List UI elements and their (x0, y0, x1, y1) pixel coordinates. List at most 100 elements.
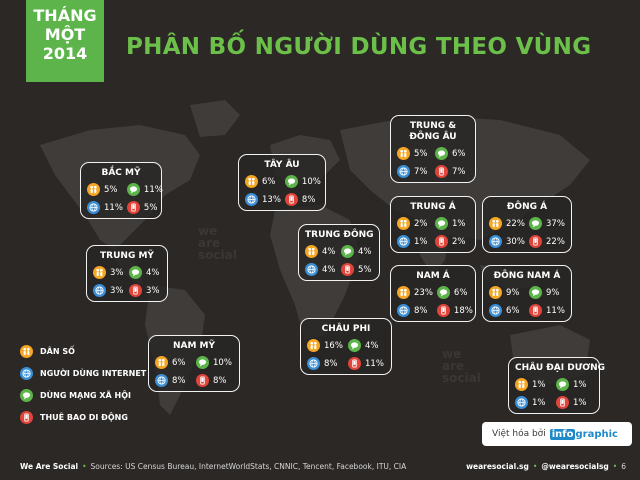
page-number: 6 (621, 461, 626, 471)
stat-mobile: 8% (284, 193, 321, 206)
speech-bubble-icon (196, 356, 209, 369)
stat-mobile: 8% (196, 374, 233, 387)
stat-value: 4% (146, 267, 160, 278)
people-icon (489, 286, 502, 299)
stat-population: 1% (515, 378, 552, 391)
stat-internet: 30% (489, 235, 525, 248)
stat-value: 10% (301, 176, 321, 187)
people-icon (397, 147, 410, 160)
people-icon (20, 345, 33, 358)
legend-item-population: DÂN SỐ (20, 345, 146, 358)
stat-social: 4% (348, 339, 385, 352)
stat-social: 6% (436, 286, 473, 299)
stat-mobile: 1% (556, 396, 593, 409)
stat-social: 9% (529, 286, 565, 299)
stat-value: 4% (322, 264, 336, 275)
region-central-asia: TRUNG Á 2% 1% 1% 2% (390, 196, 476, 253)
stat-population: 16% (307, 339, 344, 352)
stat-value: 1% (573, 397, 587, 408)
speech-bubble-icon (20, 389, 33, 402)
stat-population: 23% (397, 286, 433, 299)
stat-population: 5% (87, 183, 123, 196)
stat-value: 6% (453, 287, 468, 298)
people-icon (245, 175, 258, 188)
brand-name: We Are Social (20, 461, 79, 471)
mobile-phone-icon (436, 304, 450, 317)
speech-bubble-icon (435, 147, 448, 160)
region-name: TRUNG ĐÔNG (305, 230, 374, 240)
credit-text: Việt hóa bởi (492, 429, 546, 439)
stat-internet: 8% (307, 357, 344, 370)
legend-item-internet: NGƯỜI DÙNG INTERNET (20, 367, 146, 380)
stat-internet: 1% (397, 235, 431, 248)
globe-icon (397, 165, 410, 178)
stat-value: 11% (104, 202, 123, 213)
people-icon (155, 356, 168, 369)
stat-internet: 8% (155, 374, 192, 387)
legend-label: THUÊ BAO DI ĐỘNG (40, 413, 128, 422)
region-central-america: TRUNG MỸ 3% 4% 3% 3% (86, 245, 168, 302)
globe-icon (20, 367, 33, 380)
region-name: NAM Á (416, 271, 450, 281)
people-icon (307, 339, 320, 352)
globe-icon (397, 235, 410, 248)
stat-social: 37% (529, 217, 565, 230)
stat-value: 4% (358, 246, 372, 257)
globe-icon (87, 201, 100, 214)
mobile-phone-icon (196, 374, 209, 387)
stat-value: 10% (213, 357, 232, 368)
mobile-phone-icon (435, 165, 448, 178)
date-badge: THÁNG MỘT 2014 (26, 0, 104, 82)
stat-population: 6% (245, 175, 281, 188)
stat-value: 8% (213, 375, 227, 386)
stat-internet: 1% (515, 396, 552, 409)
mobile-phone-icon (284, 193, 298, 206)
stat-value: 23% (414, 287, 433, 298)
stat-value: 22% (506, 218, 525, 229)
stat-value: 30% (506, 236, 525, 247)
mobile-phone-icon (129, 284, 142, 297)
stat-value: 9% (546, 287, 560, 298)
badge-month-label: THÁNG (33, 6, 97, 25)
region-western-europe: TÂY ÂU 6% 10% 13% 8% (238, 154, 326, 211)
stat-value: 5% (358, 264, 372, 275)
speech-bubble-icon (529, 286, 542, 299)
stat-value: 11% (143, 184, 163, 195)
region-north-america: BẮC MỸ 5% 11% 11% 5% (80, 162, 163, 219)
social-handle[interactable]: @wearesocialsg (541, 461, 609, 471)
stat-value: 5% (143, 202, 158, 213)
region-name: ĐÔNG NAM Á (493, 271, 561, 281)
stat-value: 3% (110, 285, 124, 296)
globe-icon (397, 304, 410, 317)
stat-value: 9% (506, 287, 520, 298)
speech-bubble-icon (529, 217, 542, 230)
stat-internet: 8% (397, 304, 433, 317)
region-name: TÂY ÂU (264, 160, 300, 170)
legend-label: DÙNG MẠNG XÃ HỘI (40, 391, 131, 400)
stat-mobile: 2% (435, 235, 469, 248)
stat-value: 5% (414, 148, 428, 159)
stat-value: 8% (301, 194, 316, 205)
stat-social: 6% (435, 147, 469, 160)
speech-bubble-icon (341, 245, 354, 258)
globe-icon (307, 357, 320, 370)
region-east-asia: ĐÔNG Á 22% 37% 30% 22% (482, 196, 572, 253)
stat-social: 11% (126, 183, 163, 196)
stat-value: 6% (506, 305, 520, 316)
mobile-phone-icon (529, 235, 542, 248)
stat-value: 11% (365, 358, 384, 369)
stat-internet: 3% (93, 284, 125, 297)
speech-bubble-icon (129, 266, 142, 279)
stat-value: 1% (452, 218, 466, 229)
stat-value: 1% (532, 379, 546, 390)
stat-value: 1% (532, 397, 546, 408)
globe-icon (489, 304, 502, 317)
stat-social: 1% (435, 217, 469, 230)
globe-icon (305, 263, 318, 276)
site-link[interactable]: wearesocial.sg (466, 461, 529, 471)
footer-left: We Are Social • Sources: US Census Bureau,… (20, 461, 407, 471)
footer-right: wearesocial.sg • @wearesocialsg • 6 (466, 461, 626, 471)
stat-value: 7% (414, 166, 428, 177)
stat-value: 1% (573, 379, 587, 390)
stat-value: 6% (262, 176, 276, 187)
